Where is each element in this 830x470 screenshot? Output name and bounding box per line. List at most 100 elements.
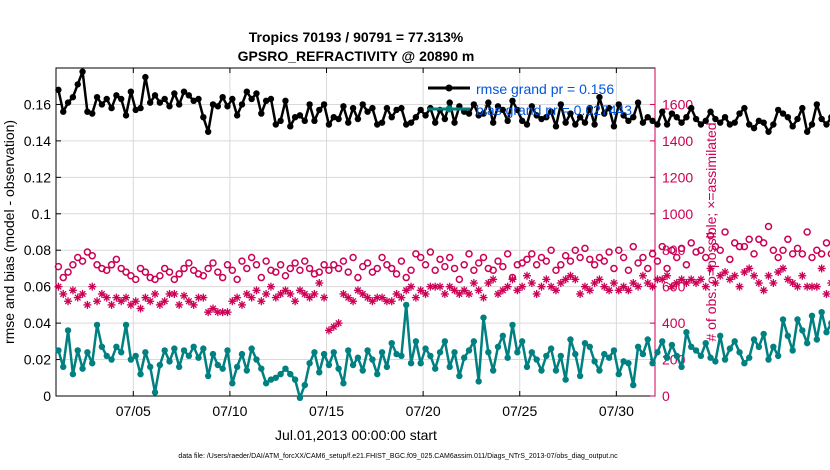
rmse-point xyxy=(422,112,429,119)
obs-assimilated-point xyxy=(204,308,213,317)
obs-possible-point xyxy=(648,250,657,258)
rmse-point xyxy=(620,112,627,119)
obs-possible-point xyxy=(465,250,473,258)
bias-point xyxy=(659,338,666,345)
rmse-point xyxy=(509,97,516,105)
bias-point xyxy=(625,360,632,367)
obs-assimilated-point xyxy=(503,282,512,291)
obs-possible-point xyxy=(127,271,135,280)
bias-point xyxy=(572,350,579,358)
bias-point xyxy=(204,372,212,380)
obs-possible-point xyxy=(262,257,270,265)
obs-possible-point xyxy=(528,250,536,258)
obs-assimilated-point xyxy=(672,279,681,288)
obs-possible-point xyxy=(561,251,570,260)
obs-possible-point xyxy=(489,266,497,275)
obs-possible-point xyxy=(156,271,164,280)
bias-point xyxy=(470,338,478,345)
obs-assimilated-point xyxy=(658,275,667,284)
obs-possible-point xyxy=(349,253,357,262)
obs-possible-point xyxy=(590,261,599,269)
bias-point xyxy=(253,356,260,363)
bias-point xyxy=(238,350,246,358)
obs-possible-point xyxy=(542,257,551,265)
obs-assimilated-point xyxy=(576,289,585,298)
obs-assimilated-point xyxy=(638,271,647,280)
right-tick-label: 400 xyxy=(662,315,686,331)
obs-possible-point xyxy=(378,253,386,262)
rmse-point xyxy=(446,99,453,106)
bias-point xyxy=(596,367,603,374)
obs-possible-point xyxy=(455,275,464,284)
rmse-point xyxy=(171,90,178,97)
obs-assimilated-point xyxy=(117,297,126,306)
obs-assimilated-point xyxy=(537,282,546,291)
obs-assimilated-point xyxy=(407,282,416,291)
bias-point xyxy=(717,332,724,340)
obs-assimilated-point xyxy=(692,279,701,288)
obs-possible-point xyxy=(180,264,188,273)
obs-possible-point xyxy=(668,246,676,254)
obs-assimilated-point xyxy=(88,282,97,291)
obs-possible-point xyxy=(740,242,749,251)
obs-assimilated-point xyxy=(498,286,507,295)
obs-possible-point xyxy=(755,235,763,244)
obs-assimilated-point xyxy=(349,297,358,306)
obs-assimilated-point xyxy=(527,279,536,288)
obs-possible-point xyxy=(445,253,454,262)
series-obs-possible xyxy=(54,222,830,284)
bias-point xyxy=(755,343,763,350)
bias-point xyxy=(272,374,279,381)
bias-point xyxy=(668,341,676,349)
rmse-point xyxy=(407,119,415,126)
obs-assimilated-point xyxy=(151,289,160,298)
obs-assimilated-point xyxy=(687,275,696,284)
rmse-point xyxy=(557,101,565,108)
obs-assimilated-point xyxy=(788,279,797,288)
obs-assimilated-point xyxy=(131,297,140,306)
obs-assimilated-point xyxy=(716,271,725,280)
obs-possible-point xyxy=(586,255,594,264)
obs-possible-point xyxy=(320,261,328,269)
bias-point xyxy=(673,352,680,360)
rmse-point xyxy=(229,95,236,103)
obs-assimilated-point xyxy=(300,289,309,298)
obs-possible-point xyxy=(803,228,811,236)
obs-possible-point xyxy=(441,262,449,271)
obs-assimilated-point xyxy=(518,282,527,291)
obs-possible-point xyxy=(204,264,212,273)
rmse-point xyxy=(233,112,241,119)
obs-possible-point xyxy=(93,261,101,269)
obs-possible-point xyxy=(141,268,150,276)
obs-possible-point xyxy=(730,239,739,247)
obs-possible-point xyxy=(344,268,353,276)
rmse-point xyxy=(518,117,526,125)
obs-assimilated-point xyxy=(634,282,643,291)
obs-possible-point xyxy=(518,259,526,267)
x-axis-label: Jul.01,2013 00:00:00 start xyxy=(275,427,437,443)
obs-possible-point xyxy=(677,244,686,253)
bias-point xyxy=(137,370,144,378)
rmse-point xyxy=(760,119,767,126)
bias-point xyxy=(712,358,719,365)
obs-assimilated-point xyxy=(378,293,387,302)
obs-possible-point xyxy=(301,257,309,265)
rmse-point xyxy=(605,104,613,112)
bias-point xyxy=(707,354,714,361)
obs-possible-point xyxy=(817,250,826,258)
bias-point xyxy=(354,354,362,361)
rmse-point xyxy=(504,117,511,125)
obs-assimilated-point xyxy=(339,289,348,298)
bias-point xyxy=(610,347,618,354)
obs-assimilated-point xyxy=(648,282,657,291)
obs-assimilated-point xyxy=(701,282,710,291)
left-axis-ticks: 0 0.02 0.04 0.06 0.08 0.1 0.12 0.14 0.16 xyxy=(24,96,61,404)
obs-possible-point xyxy=(354,273,362,282)
rmse-point xyxy=(803,128,811,135)
rmse-point xyxy=(161,95,168,103)
rmse-point xyxy=(93,93,101,101)
rmse-point xyxy=(586,104,593,112)
bias-point xyxy=(557,352,565,360)
rmse-point xyxy=(238,101,246,108)
obs-assimilated-point xyxy=(208,304,217,313)
